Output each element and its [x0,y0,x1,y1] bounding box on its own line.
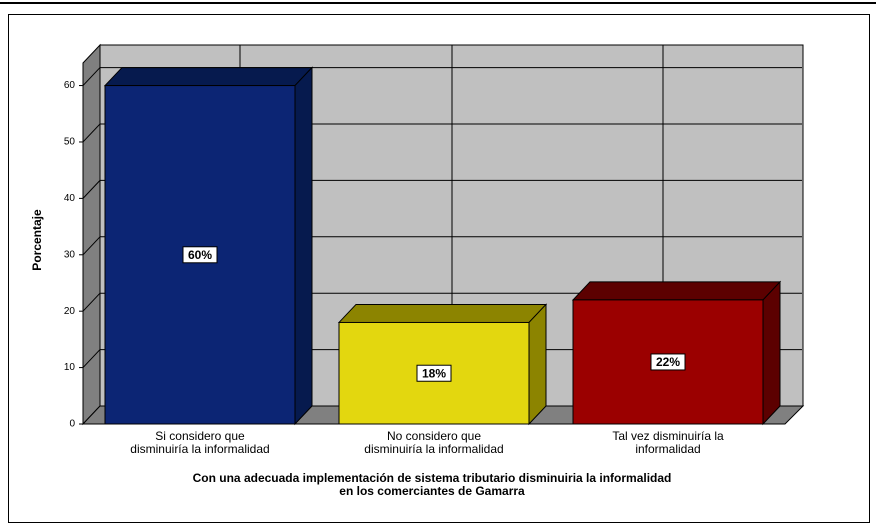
grid-line [82,67,101,86]
value-label-box [182,246,218,264]
y-axis-label: Porcentaje [30,209,44,271]
y-tick-label: 30 [64,249,76,260]
y-tick-label: 0 [69,419,75,430]
value-label: 22% [656,355,680,369]
value-label-box [650,353,686,371]
x-tick-label: No considero que disminuiría la informali… [364,429,503,456]
bar-side [294,66,313,426]
bar-side [762,280,781,426]
bar-top [571,281,782,301]
grid-line [82,292,101,312]
bar-top [337,303,548,323]
value-label: 60% [188,248,212,262]
y-tick-label: 60 [64,80,76,91]
x-tick-label: Si considero que disminuiría la informali… [130,429,269,456]
grid-line [82,349,101,368]
y-tick-label: 10 [64,362,76,373]
side-wall [82,43,101,426]
value-label: 18% [422,366,446,380]
grid-line [82,123,101,143]
grid-line [82,236,101,256]
grid-line [82,180,101,199]
y-tick-label: 50 [64,137,76,148]
y-tick-label: 40 [64,193,76,204]
x-tick-label: Tal vez disminuiría la informalidad [612,429,724,456]
bar-side [528,303,547,426]
y-tick-label: 20 [64,306,76,317]
x-axis-label: Con una adecuada implementación de siste… [193,471,672,498]
value-label-box [416,364,452,382]
bar-top [103,67,314,87]
